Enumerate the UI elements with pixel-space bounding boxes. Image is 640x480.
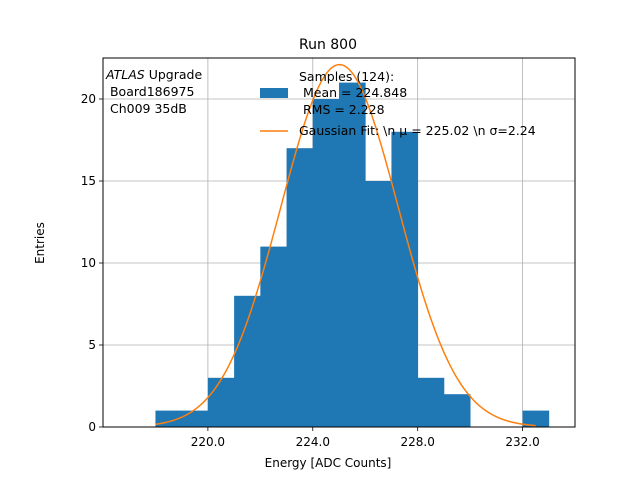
y-tick-label: 5 — [88, 338, 96, 352]
legend-fit-label: Gaussian Fit: \n μ = 225.02 \n σ=2.24 — [299, 123, 536, 138]
histogram-bar — [181, 410, 209, 427]
histogram-bar — [260, 246, 287, 427]
x-tick-label: 224.0 — [296, 435, 330, 449]
y-tick-label: 20 — [81, 92, 96, 106]
x-tick-label: 220.0 — [191, 435, 225, 449]
chart-title: Run 800 — [299, 37, 357, 53]
legend-histogram-line-1: Samples (124): — [299, 69, 394, 84]
histogram-bar — [234, 295, 261, 427]
histogram-bars — [155, 82, 550, 428]
legend-histogram-line-3: RMS = 2.228 — [299, 102, 385, 117]
histogram-bar — [286, 148, 314, 427]
histogram-bar — [365, 181, 392, 427]
y-axis-label: Entries — [33, 222, 47, 264]
x-axis-ticks: 220.0 224.0 228.0 232.0 — [191, 427, 540, 449]
legend-histogram-patch — [260, 88, 288, 98]
plot-frame — [102, 57, 576, 428]
histogram-bar — [391, 131, 419, 428]
y-tick-label: 0 — [88, 420, 96, 434]
annotation-line-3: Ch009 35dB — [106, 101, 187, 116]
histogram-bar — [207, 377, 235, 427]
atlas-annotation: ATLAS Upgrade Board186975 Ch009 35dB — [105, 67, 202, 116]
x-tick-label: 232.0 — [505, 435, 539, 449]
gaussian-fit-curve — [155, 63, 536, 427]
histogram-bar — [522, 410, 550, 427]
y-tick-label: 15 — [81, 174, 96, 188]
histogram-bar — [312, 99, 340, 427]
y-tick-label: 10 — [81, 256, 96, 270]
x-axis-label: Energy [ADC Counts] — [265, 456, 392, 470]
histogram-bar — [417, 377, 445, 427]
x-tick-label: 228.0 — [400, 435, 434, 449]
annotation-line-2: Board186975 — [106, 84, 194, 99]
legend-histogram-line-2: Mean = 224.848 — [299, 85, 407, 100]
histogram-bar — [443, 394, 471, 427]
histogram-bar — [339, 82, 366, 427]
y-axis-ticks: 0 5 10 15 20 — [81, 92, 103, 434]
annotation-line-1: ATLAS Upgrade — [105, 67, 202, 82]
legend: Samples (124): Mean = 224.848 RMS = 2.22… — [260, 69, 536, 138]
